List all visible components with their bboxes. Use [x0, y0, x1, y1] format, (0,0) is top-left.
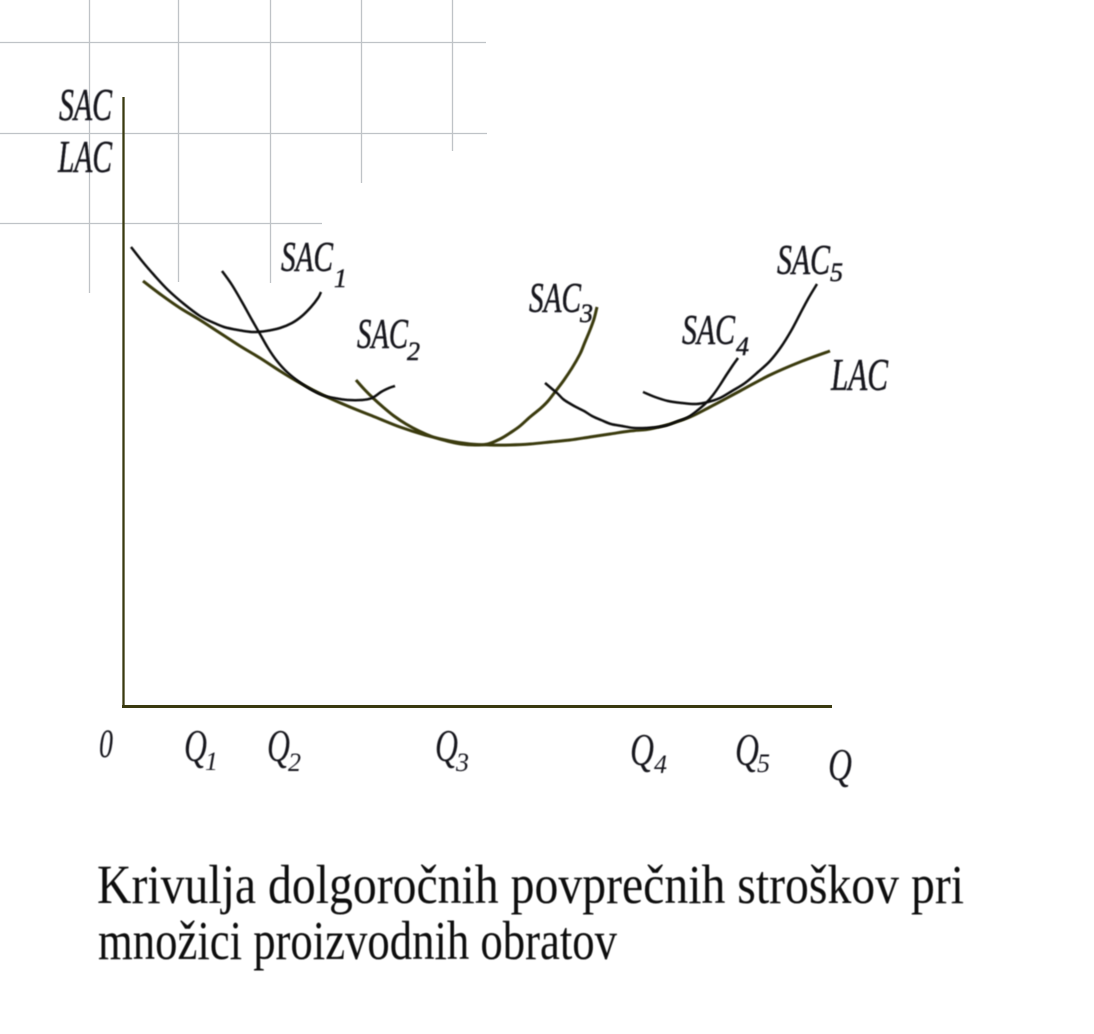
svg-text:SAC: SAC — [777, 238, 831, 284]
svg-text:SAC: SAC — [59, 79, 113, 130]
svg-text:0: 0 — [99, 721, 113, 766]
svg-text:Q: Q — [735, 724, 759, 775]
svg-text:SAC: SAC — [357, 312, 409, 358]
svg-text:2: 2 — [288, 748, 301, 777]
svg-text:Q: Q — [267, 720, 290, 771]
svg-text:4: 4 — [736, 332, 749, 361]
svg-text:1: 1 — [334, 264, 347, 293]
svg-text:4: 4 — [654, 750, 667, 779]
svg-text:Krivulja dolgoročnih povprečni: Krivulja dolgoročnih povprečnih stroškov… — [97, 854, 964, 915]
svg-text:3: 3 — [455, 748, 469, 777]
svg-text:LAC: LAC — [57, 131, 112, 182]
svg-text:1: 1 — [205, 747, 218, 776]
svg-text:5: 5 — [757, 749, 770, 778]
svg-text:SAC: SAC — [529, 276, 582, 322]
svg-text:2: 2 — [407, 337, 420, 366]
svg-text:Q: Q — [828, 739, 852, 790]
svg-text:množici proizvodnih obratov: množici proizvodnih obratov — [98, 910, 617, 971]
svg-text:5: 5 — [830, 258, 843, 287]
svg-text:Q: Q — [630, 724, 654, 775]
svg-text:SAC: SAC — [281, 235, 334, 281]
svg-text:Q: Q — [184, 720, 207, 771]
svg-text:SAC: SAC — [682, 308, 736, 354]
svg-text:LAC: LAC — [830, 350, 888, 400]
svg-text:3: 3 — [579, 299, 593, 328]
svg-text:Q: Q — [435, 720, 458, 771]
